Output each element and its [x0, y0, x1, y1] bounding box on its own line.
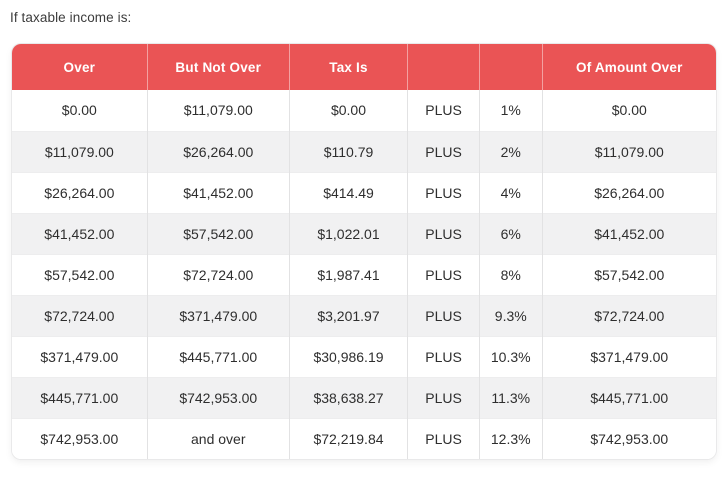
table-cell: $72,219.84	[288, 417, 408, 459]
table-cell: $57,542.00	[146, 212, 290, 254]
table-cell: $41,452.00	[12, 212, 148, 254]
page-title: If taxable income is:	[10, 10, 132, 25]
table-cell: $72,724.00	[12, 294, 148, 336]
table-cell: 11.3%	[478, 376, 543, 418]
header-row: Over But Not Over Tax Is Of Amount Over	[12, 44, 716, 90]
table-cell: $371,479.00	[146, 294, 290, 336]
table-cell: $11,079.00	[146, 90, 290, 131]
table-cell: $414.49	[288, 171, 408, 213]
table-cell: $742,953.00	[146, 376, 290, 418]
column-header-of-amount-over: Of Amount Over	[541, 44, 716, 90]
table-cell: $371,479.00	[12, 335, 148, 377]
table-cell: 4%	[478, 171, 543, 213]
table-cell: 1%	[478, 90, 543, 131]
table-cell: PLUS	[407, 294, 480, 336]
tax-table: Over But Not Over Tax Is Of Amount Over …	[12, 44, 716, 459]
table-cell: $110.79	[288, 130, 408, 172]
column-header-but-not-over: But Not Over	[146, 44, 290, 90]
table-body: $0.00 $11,079.00 $0.00 PLUS 1% $0.00 $11,079.0…	[12, 90, 716, 459]
table-cell: $3,201.97	[288, 294, 408, 336]
table-cell: $371,479.00	[541, 335, 716, 377]
table-row: $742,953.00 and over $72,219.84 PLUS 12.3% $7…	[12, 417, 716, 459]
table-cell: $0.00	[541, 90, 716, 131]
table-cell: $445,771.00	[146, 335, 290, 377]
table-cell: PLUS	[407, 335, 480, 377]
table-cell: PLUS	[407, 130, 480, 172]
table-cell: $1,022.01	[288, 212, 408, 254]
table-row: $445,771.00 $742,953.00 $38,638.27 PLUS 11.3…	[12, 376, 716, 418]
table-cell: $445,771.00	[541, 376, 716, 418]
table-cell: $57,542.00	[12, 253, 148, 295]
table-cell: $72,724.00	[146, 253, 290, 295]
table-cell: $742,953.00	[12, 417, 148, 459]
table-cell: PLUS	[407, 212, 480, 254]
table-cell: $0.00	[288, 90, 408, 131]
table-cell: $742,953.00	[541, 417, 716, 459]
table-header: Over But Not Over Tax Is Of Amount Over	[12, 44, 716, 90]
table-cell: 6%	[478, 212, 543, 254]
column-header-rate-blank	[478, 44, 543, 90]
column-header-plus-blank	[407, 44, 480, 90]
table-cell: PLUS	[407, 253, 480, 295]
table-cell: $0.00	[12, 90, 148, 131]
column-header-over: Over	[12, 44, 148, 90]
table-cell: $11,079.00	[12, 130, 148, 172]
table-cell: $1,987.41	[288, 253, 408, 295]
table-cell: $445,771.00	[12, 376, 148, 418]
table-cell: $11,079.00	[541, 130, 716, 172]
table-row: $57,542.00 $72,724.00 $1,987.41 PLUS 8% $57,5…	[12, 253, 716, 295]
table-row: $41,452.00 $57,542.00 $1,022.01 PLUS 6% $41,4…	[12, 212, 716, 254]
table-cell: $41,452.00	[146, 171, 290, 213]
table-cell: $26,264.00	[146, 130, 290, 172]
table-row: $0.00 $11,079.00 $0.00 PLUS 1% $0.00	[12, 90, 716, 131]
table-cell: $26,264.00	[541, 171, 716, 213]
tax-bracket-table: Over But Not Over Tax Is Of Amount Over …	[12, 44, 716, 459]
table-cell: $72,724.00	[541, 294, 716, 336]
table-cell: $41,452.00	[541, 212, 716, 254]
table-cell: $57,542.00	[541, 253, 716, 295]
table-row: $11,079.00 $26,264.00 $110.79 PLUS 2% $11,079…	[12, 130, 716, 172]
table-cell: $30,986.19	[288, 335, 408, 377]
table-row: $72,724.00 $371,479.00 $3,201.97 PLUS 9.3% $7…	[12, 294, 716, 336]
table-cell: and over	[146, 417, 290, 459]
table-cell: $38,638.27	[288, 376, 408, 418]
table-cell: $26,264.00	[12, 171, 148, 213]
table-cell: 8%	[478, 253, 543, 295]
table-cell: 10.3%	[478, 335, 543, 377]
table-row: $26,264.00 $41,452.00 $414.49 PLUS 4% $26,264…	[12, 171, 716, 213]
column-header-tax-is: Tax Is	[288, 44, 408, 90]
table-cell: 9.3%	[478, 294, 543, 336]
table-cell: PLUS	[407, 171, 480, 213]
table-cell: PLUS	[407, 90, 480, 131]
table-cell: 12.3%	[478, 417, 543, 459]
table-cell: 2%	[478, 130, 543, 172]
table-cell: PLUS	[407, 376, 480, 418]
table-row: $371,479.00 $445,771.00 $30,986.19 PLUS 10.3…	[12, 335, 716, 377]
table-cell: PLUS	[407, 417, 480, 459]
